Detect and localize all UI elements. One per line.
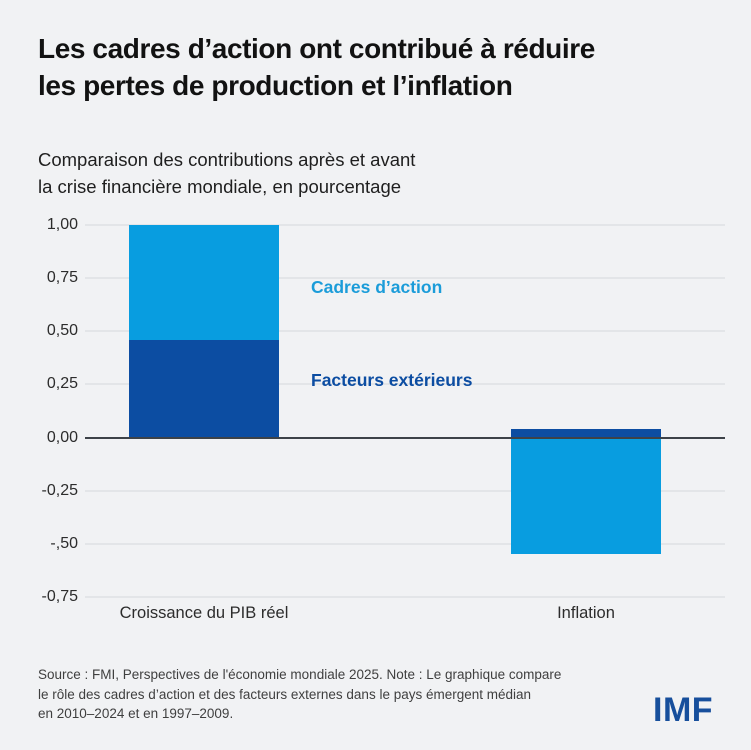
bar-segment: [129, 339, 279, 438]
y-axis-tick-label: 1,00: [46, 216, 78, 233]
chart-subtitle-line2: la crise financière mondiale, en pourcen…: [38, 176, 402, 197]
gridline: [85, 542, 725, 545]
chart-subtitle: Comparaison des contributions après et a…: [38, 146, 415, 200]
y-axis-tick-label: 0,25: [46, 375, 78, 393]
chart-title-line2: les pertes de production et l’inflation: [38, 70, 513, 101]
gridline: [85, 383, 725, 386]
gridline: [85, 277, 725, 280]
source-note-line1: Source : FMI, Perspectives de l'économie…: [38, 667, 562, 682]
y-axis-tick-label: 0,75: [46, 269, 78, 287]
zero-axis-line: [85, 436, 725, 439]
bar-segment: [129, 225, 279, 340]
chart-subtitle-line1: Comparaison des contributions après et a…: [38, 149, 416, 170]
x-axis-category-label: Inflation: [557, 604, 615, 622]
y-axis-tick-label: -0,75: [41, 588, 78, 605]
x-axis-category-label: Croissance du PIB réel: [119, 604, 289, 622]
series-label-cadres-daction: Cadres d’action: [311, 277, 443, 297]
y-axis-tick-label: -0,25: [41, 481, 78, 499]
chart-title-line1: Les cadres d’action ont contribué à rédu…: [38, 33, 595, 64]
y-axis-tick-label: -,50: [50, 534, 78, 552]
gridline: [85, 330, 725, 333]
source-note-line3: en 2010–2024 et en 1997–2009.: [38, 706, 234, 721]
gridline: [85, 596, 725, 598]
chart-title: Les cadres d’action ont contribué à rédu…: [38, 30, 595, 104]
bar-segment: [511, 429, 661, 438]
source-note-line2: le rôle des cadres d’action et des facte…: [38, 686, 532, 702]
source-note: Source : FMI, Perspectives de l'économie…: [38, 665, 561, 724]
bar-segment: [511, 437, 661, 555]
gridline: [85, 489, 725, 492]
y-axis-tick-label: 0,50: [46, 322, 78, 340]
series-label-facteurs-exterieurs: Facteurs extérieurs: [311, 370, 473, 390]
y-axis-tick-label: 0,00: [46, 428, 78, 446]
imf-logo: IMF: [653, 691, 714, 729]
gridline: [85, 224, 725, 226]
